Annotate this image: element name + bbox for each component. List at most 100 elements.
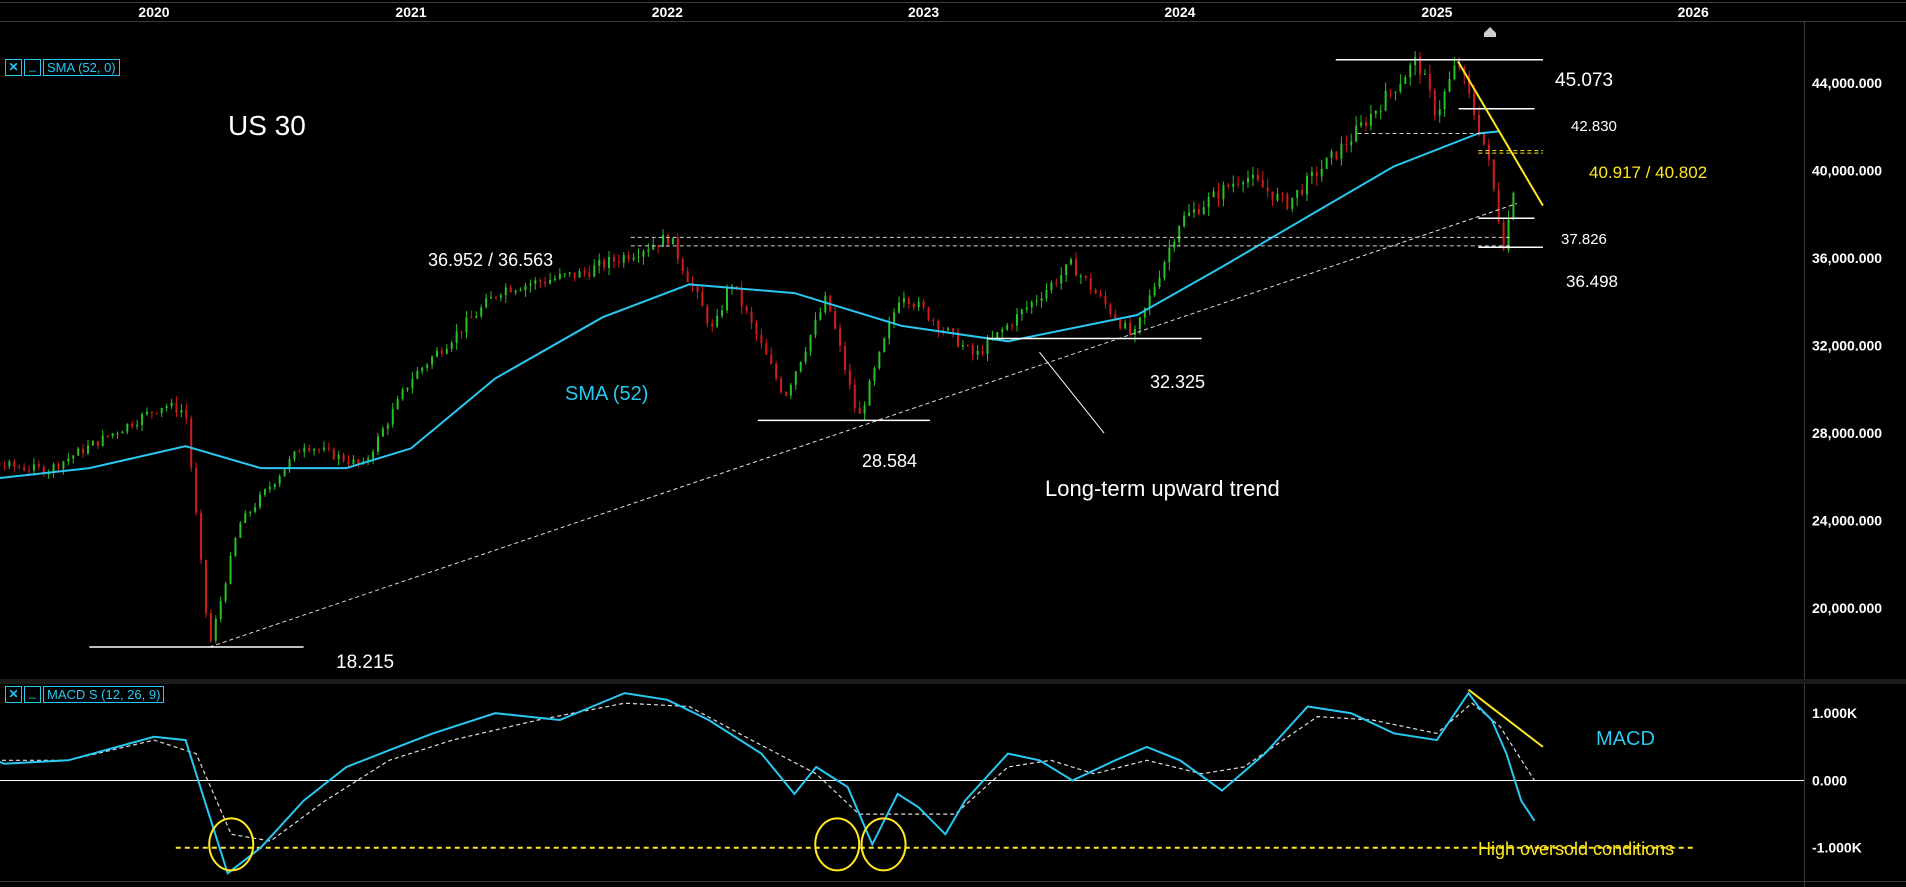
candle <box>470 310 473 319</box>
candle-body <box>1448 79 1451 92</box>
candle-body <box>1168 247 1171 263</box>
candle <box>244 510 247 524</box>
downtrend-line[interactable] <box>1457 60 1544 207</box>
y-tick-label: 44,000.000 <box>1812 75 1882 91</box>
candle <box>342 452 345 463</box>
sma-series-label: SMA (52) <box>565 383 648 405</box>
candle <box>1153 282 1156 298</box>
candle <box>637 248 640 263</box>
candle-body <box>1325 157 1328 169</box>
candle-body <box>1315 171 1318 177</box>
candle-body <box>1482 134 1485 145</box>
trend-label-pointer <box>1039 351 1105 434</box>
candle <box>1355 116 1358 143</box>
candle-body <box>1153 287 1156 296</box>
candle-body <box>470 317 473 319</box>
candle-body <box>834 311 837 329</box>
candle <box>1330 148 1333 165</box>
candle <box>1099 289 1102 298</box>
candle-body <box>234 537 237 556</box>
sma-indicator-label[interactable]: SMA (52, 0) <box>43 59 120 76</box>
candle <box>927 306 930 322</box>
candle-body <box>819 312 822 320</box>
candle-body <box>780 378 783 393</box>
candle <box>775 360 778 381</box>
oversold-circle[interactable] <box>860 817 907 872</box>
candle <box>922 298 925 311</box>
candle-body <box>308 448 311 451</box>
macd-indicator-tag[interactable]: ✕ _ MACD S (12, 26, 9) <box>5 686 165 703</box>
candle <box>165 403 168 412</box>
candle-body <box>1404 77 1407 84</box>
candle <box>1119 318 1122 331</box>
candle <box>1448 71 1451 93</box>
candle <box>563 272 566 278</box>
candle <box>1089 273 1092 295</box>
candle <box>1020 308 1023 321</box>
candle-body <box>667 234 669 245</box>
level-label: 45.073 <box>1555 70 1613 91</box>
candle <box>1296 189 1299 206</box>
minimize-icon[interactable]: _ <box>24 686 41 703</box>
candle <box>1423 69 1426 76</box>
macd-indicator-label[interactable]: MACD S (12, 26, 9) <box>43 686 165 703</box>
candle <box>799 361 802 373</box>
candle <box>1261 170 1264 188</box>
candle <box>1212 187 1215 198</box>
candle-body <box>1507 219 1510 250</box>
candle <box>794 370 797 390</box>
candle-body <box>1369 113 1372 126</box>
candle <box>288 456 291 473</box>
macd-line[interactable] <box>0 691 1536 875</box>
close-icon[interactable]: ✕ <box>5 686 22 703</box>
home-icon[interactable] <box>1484 27 1496 37</box>
candle-body <box>150 411 153 413</box>
candle-body <box>465 317 468 333</box>
candle <box>42 464 45 477</box>
sma-indicator-tag[interactable]: ✕ _ SMA (52, 0) <box>5 59 120 76</box>
sma-line[interactable] <box>0 130 1501 488</box>
candle <box>716 308 719 329</box>
candle <box>426 362 429 372</box>
oversold-circle[interactable] <box>814 817 861 872</box>
candle <box>971 342 974 361</box>
minimize-icon[interactable]: _ <box>24 59 41 76</box>
macd-signal-line[interactable] <box>0 702 1536 842</box>
pane-divider[interactable] <box>0 679 1906 684</box>
candle-body <box>106 435 109 437</box>
candle <box>1502 218 1505 252</box>
candle-body <box>219 600 222 619</box>
candle-body <box>632 257 635 260</box>
candle <box>1040 292 1043 309</box>
candle-body <box>907 298 910 305</box>
candle-body <box>298 451 301 453</box>
long-term-trendline[interactable] <box>209 203 1518 648</box>
candle-body <box>1104 295 1107 305</box>
candle-body <box>1217 191 1220 199</box>
candle <box>1487 138 1490 167</box>
oversold-circle[interactable] <box>208 817 255 872</box>
macd-trendline[interactable] <box>1467 688 1544 748</box>
candle <box>180 403 183 418</box>
candle <box>898 296 901 314</box>
candle-body <box>509 287 512 293</box>
candle-body <box>937 320 940 331</box>
candle-body <box>111 433 114 437</box>
candle-body <box>209 612 212 641</box>
candle <box>1482 134 1485 147</box>
candle <box>322 441 325 453</box>
close-icon[interactable]: ✕ <box>5 59 22 76</box>
candle-body <box>848 370 851 385</box>
candle-body <box>1074 259 1077 277</box>
x-tick-label: 2020 <box>138 4 169 20</box>
candle <box>0 462 1 466</box>
candle-body <box>662 234 665 247</box>
candle-body <box>868 381 871 406</box>
candle <box>32 458 35 476</box>
candle <box>450 340 453 353</box>
candle-body <box>1188 212 1191 216</box>
candle-body <box>1183 215 1186 227</box>
candle <box>1084 275 1087 281</box>
candle-body <box>1256 174 1259 180</box>
